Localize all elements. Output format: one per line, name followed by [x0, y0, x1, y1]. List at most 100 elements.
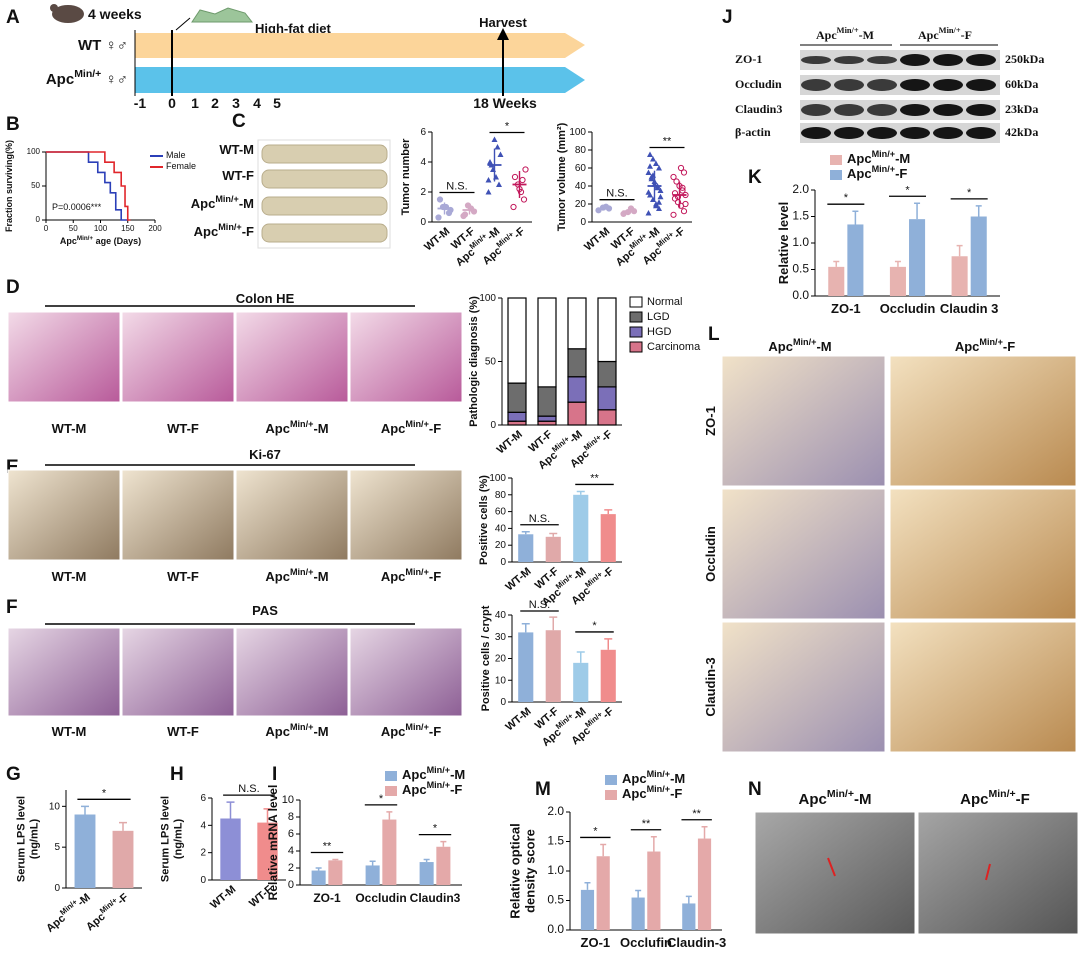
data-point [461, 211, 469, 218]
text-run: Apc [622, 786, 647, 801]
text-run: Apc [622, 771, 647, 786]
text-run: 80 [575, 145, 587, 156]
legend-swatch [629, 326, 643, 338]
bar [382, 819, 397, 885]
timeline-bar [135, 33, 585, 58]
text-run: Min/+ [647, 769, 671, 779]
text-run: -M [239, 196, 254, 211]
text-run: -F [429, 421, 441, 436]
significance-label: * [379, 793, 384, 805]
x-tick-label: WT-M [503, 705, 533, 733]
text-run: * [505, 120, 510, 132]
data-point [670, 173, 677, 181]
bar-segment [507, 297, 527, 384]
text-run: -M [313, 569, 328, 584]
text-run: LGD [647, 311, 670, 323]
text-run: Apc [799, 791, 827, 808]
image-label: WT-M [219, 142, 254, 157]
bar [365, 865, 380, 885]
blot-band [933, 104, 963, 116]
bar [631, 897, 645, 930]
timeline-bar [135, 67, 585, 93]
text-run: Min/+ [989, 788, 1016, 800]
y-tick-label: 0 [36, 215, 41, 224]
text-run: 0 [200, 875, 206, 886]
y-tick-label: 100 [27, 147, 41, 156]
colon-photo [261, 169, 388, 189]
text-run: -F [1016, 791, 1030, 808]
y-axis-label: density score [523, 829, 538, 913]
blot-band [966, 104, 996, 116]
text-run: 18 Weeks [473, 95, 537, 111]
y-tick-label: 1.0 [792, 235, 809, 249]
text-run: * [593, 825, 598, 837]
panel-letter: G [6, 764, 21, 785]
image-label: WT-F [167, 421, 199, 436]
text-run: 60 [575, 163, 587, 174]
y-tick-label: 2 [200, 847, 206, 858]
text-run: -F [670, 786, 682, 801]
text-run: Ki-67 [249, 447, 281, 462]
bar [257, 822, 278, 880]
y-axis-label: (ng/mL) [28, 819, 40, 860]
bar [600, 514, 616, 562]
label: 250kDa [1005, 52, 1044, 66]
text-run: 20 [495, 540, 507, 551]
y-tick-label: 40 [575, 181, 587, 192]
data-point [435, 214, 442, 221]
data-point [656, 205, 662, 211]
text-run: Min/+ [793, 337, 817, 347]
legend-label: Carcinoma [647, 341, 701, 353]
data-point [645, 189, 652, 195]
text-run: WT-F [167, 421, 199, 436]
image-label: ApcMin/+-F [381, 567, 441, 584]
bar [545, 536, 561, 562]
text-run: N.S. [446, 180, 467, 192]
data-point [436, 196, 444, 203]
bar [847, 224, 864, 296]
legend-label: Male [166, 150, 186, 160]
image-label: ApcMin/+-M [265, 567, 328, 584]
y-tick-label: 5 [54, 842, 60, 853]
text-run: WT-M [582, 225, 612, 253]
micrograph [754, 811, 916, 935]
text-run: * [967, 187, 972, 199]
image-label: ApcMin/+-M [265, 722, 328, 739]
blot-band [867, 104, 897, 116]
text-run: 0 [288, 879, 294, 891]
label: 2 [211, 95, 219, 111]
significance-label: * [905, 184, 910, 196]
panel-letter: F [6, 597, 18, 618]
text-run: 100 [479, 293, 496, 304]
error-bar [332, 858, 339, 861]
y-tick-label: 40 [495, 523, 507, 534]
legend-swatch [605, 790, 617, 800]
micrograph [235, 311, 349, 403]
data-point [656, 199, 662, 205]
y-tick-label: 6 [420, 127, 426, 138]
blot-band [966, 127, 996, 139]
text-run: Apc [60, 236, 77, 246]
text-run: -F [895, 166, 907, 181]
blot-band [834, 56, 864, 64]
data-point [657, 187, 664, 193]
bar [112, 830, 134, 888]
data-point [485, 189, 492, 195]
y-tick-label: 100 [489, 473, 506, 484]
text-run: Apc [265, 724, 290, 739]
text-run: 0 [168, 95, 176, 111]
y-axis-label: (ng/mL) [172, 819, 184, 860]
image-label: ApcMin/+-F [381, 722, 441, 739]
text-run: 0 [580, 217, 586, 228]
y-tick-label: 1.5 [547, 834, 564, 848]
text-run: 1.5 [792, 209, 809, 223]
significance-label: N.S. [529, 599, 550, 611]
text-run: Colon HE [236, 291, 295, 306]
text-run: Min/+ [77, 235, 94, 242]
bar [436, 846, 451, 885]
text-run: 5 [54, 842, 60, 853]
error-bar [521, 531, 530, 535]
text-run: 0 [500, 557, 506, 568]
x-tick-label: ApcMin/+-F [567, 563, 616, 608]
micrograph [349, 627, 463, 717]
